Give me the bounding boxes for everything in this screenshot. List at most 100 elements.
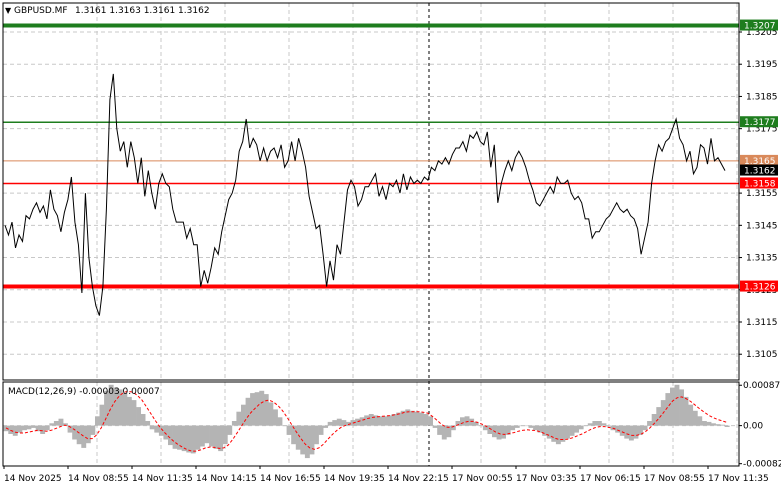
macd-histogram-bar bbox=[22, 425, 27, 431]
macd-axis: 0.00087 0.00 -0.00082 bbox=[739, 381, 781, 470]
macd-histogram-bar bbox=[277, 417, 283, 426]
macd-histogram-bar bbox=[528, 425, 534, 428]
macd-histogram-bar bbox=[482, 425, 488, 431]
macd-histogram-bar bbox=[236, 411, 242, 426]
macd-histogram-bar bbox=[391, 414, 397, 426]
macd-histogram-bar bbox=[259, 390, 265, 426]
price-line bbox=[4, 73, 726, 316]
macd-histogram-bar bbox=[336, 418, 342, 426]
macd-histogram-bar bbox=[72, 425, 78, 440]
level-label-text: 1.3165 bbox=[744, 157, 776, 167]
macd-histogram-bar bbox=[473, 421, 479, 426]
price-tick-label: 1.3135 bbox=[746, 254, 778, 264]
macd-histogram-bar bbox=[692, 410, 698, 426]
macd-histogram-bar bbox=[469, 418, 475, 426]
macd-histogram-bar bbox=[231, 421, 237, 426]
time-tick-label: 17 Nov 11:35 bbox=[708, 474, 769, 484]
macd-histogram-bar bbox=[327, 421, 333, 426]
macd-histogram-bar bbox=[615, 425, 621, 433]
macd-histogram-bar bbox=[99, 404, 105, 426]
macd-histogram-bar bbox=[314, 425, 319, 445]
macd-histogram-bar bbox=[368, 414, 374, 426]
macd-histogram-bar bbox=[419, 412, 424, 426]
macd-histogram-bar bbox=[81, 425, 87, 448]
price-grid bbox=[3, 3, 739, 466]
level-label-text: 1.3126 bbox=[744, 283, 776, 293]
time-tick-label: 17 Nov 03:35 bbox=[516, 474, 577, 484]
macd-histogram-bar bbox=[63, 423, 68, 426]
macd-signal-line bbox=[5, 390, 728, 452]
macd-histogram-bar bbox=[26, 425, 32, 430]
macd-histogram-bar bbox=[85, 425, 91, 444]
macd-histogram-bar bbox=[40, 425, 46, 434]
macd-histogram-bar bbox=[332, 420, 338, 426]
macd-histogram-bar bbox=[455, 421, 461, 426]
macd-histogram-bar bbox=[533, 425, 538, 431]
macd-histogram-bar bbox=[701, 421, 707, 426]
macd-histogram-bar bbox=[560, 425, 566, 442]
macd-histogram-bar bbox=[624, 425, 630, 439]
macd-histogram-bar bbox=[122, 393, 128, 426]
level-label-text: 1.3207 bbox=[744, 22, 776, 32]
macd-histogram-bar bbox=[651, 414, 657, 426]
level-label-box bbox=[740, 154, 778, 166]
macd-histogram-bar bbox=[227, 425, 233, 435]
macd-histogram-bar bbox=[53, 421, 59, 426]
macd-histogram-bar bbox=[450, 425, 456, 431]
macd-histogram-bar bbox=[619, 425, 625, 436]
macd-histogram-bar bbox=[168, 425, 173, 446]
macd-histogram-bar bbox=[131, 400, 137, 426]
macd-histogram-bar bbox=[8, 425, 14, 434]
macd-histogram-bar bbox=[487, 425, 493, 434]
macd-histogram-bar bbox=[172, 425, 178, 449]
macd-histogram-bar bbox=[113, 387, 119, 426]
macd-histogram-bar bbox=[574, 425, 579, 433]
chart-symbol: GBPUSD.MF bbox=[14, 6, 68, 16]
price-tick-label: 1.3175 bbox=[746, 125, 778, 135]
macd-histogram-bar bbox=[642, 425, 648, 431]
macd-histogram-bar bbox=[670, 387, 675, 426]
macd-histogram-bar bbox=[400, 410, 406, 426]
macd-histogram-bar bbox=[213, 425, 219, 449]
macd-histogram-bar bbox=[496, 425, 502, 440]
macd-histogram-bar bbox=[546, 425, 552, 439]
time-tick-label: 17 Nov 00:55 bbox=[452, 474, 513, 484]
macd-histogram-bar bbox=[578, 425, 584, 430]
level-label-text: 1.3177 bbox=[744, 118, 776, 128]
time-tick-label: 14 Nov 08:55 bbox=[68, 474, 129, 484]
macd-histogram-bar bbox=[396, 412, 402, 426]
macd-histogram-bar bbox=[49, 423, 55, 426]
macd-histogram-bar bbox=[190, 425, 196, 454]
macd-histogram-bar bbox=[414, 411, 420, 426]
macd-histogram-bar bbox=[674, 384, 680, 426]
macd-histogram-bar bbox=[209, 425, 214, 447]
macd-histogram-bar bbox=[355, 418, 360, 426]
macd-histogram-bar bbox=[510, 425, 516, 431]
macd-histogram-bar bbox=[218, 425, 224, 452]
macd-histogram-bar bbox=[67, 425, 73, 433]
macd-histogram-bar bbox=[638, 425, 643, 435]
macd-histogram-bar bbox=[318, 425, 324, 435]
macd-histogram-bar bbox=[163, 425, 169, 440]
macd-histogram-bar bbox=[628, 425, 634, 441]
macd-histogram-bar bbox=[569, 425, 575, 436]
level-label-box bbox=[740, 19, 778, 31]
macd-tick-label: 0.00087 bbox=[743, 381, 780, 391]
macd-histogram-bar bbox=[136, 407, 141, 426]
macd-histogram-bar bbox=[441, 425, 447, 440]
last-price-box bbox=[740, 164, 778, 176]
level-labels: 1.3207 1.3177 1.3165 1.3158 1.3126 1.3162 bbox=[740, 19, 778, 293]
price-tick-label: 1.3145 bbox=[746, 221, 778, 231]
macd-histogram-bar bbox=[432, 425, 438, 428]
chart-title-arrow-icon: ▼ bbox=[5, 6, 12, 15]
price-tick-label: 1.3115 bbox=[746, 318, 778, 328]
macd-histogram-bar bbox=[464, 416, 470, 426]
macd-histogram-bar bbox=[606, 425, 611, 427]
macd-histogram-bar bbox=[633, 425, 639, 439]
price-panel-border bbox=[2, 2, 740, 381]
macd-histogram-bar bbox=[126, 396, 132, 426]
macd-histogram-bar bbox=[679, 389, 684, 426]
price-tick-label: 1.3195 bbox=[746, 60, 778, 70]
